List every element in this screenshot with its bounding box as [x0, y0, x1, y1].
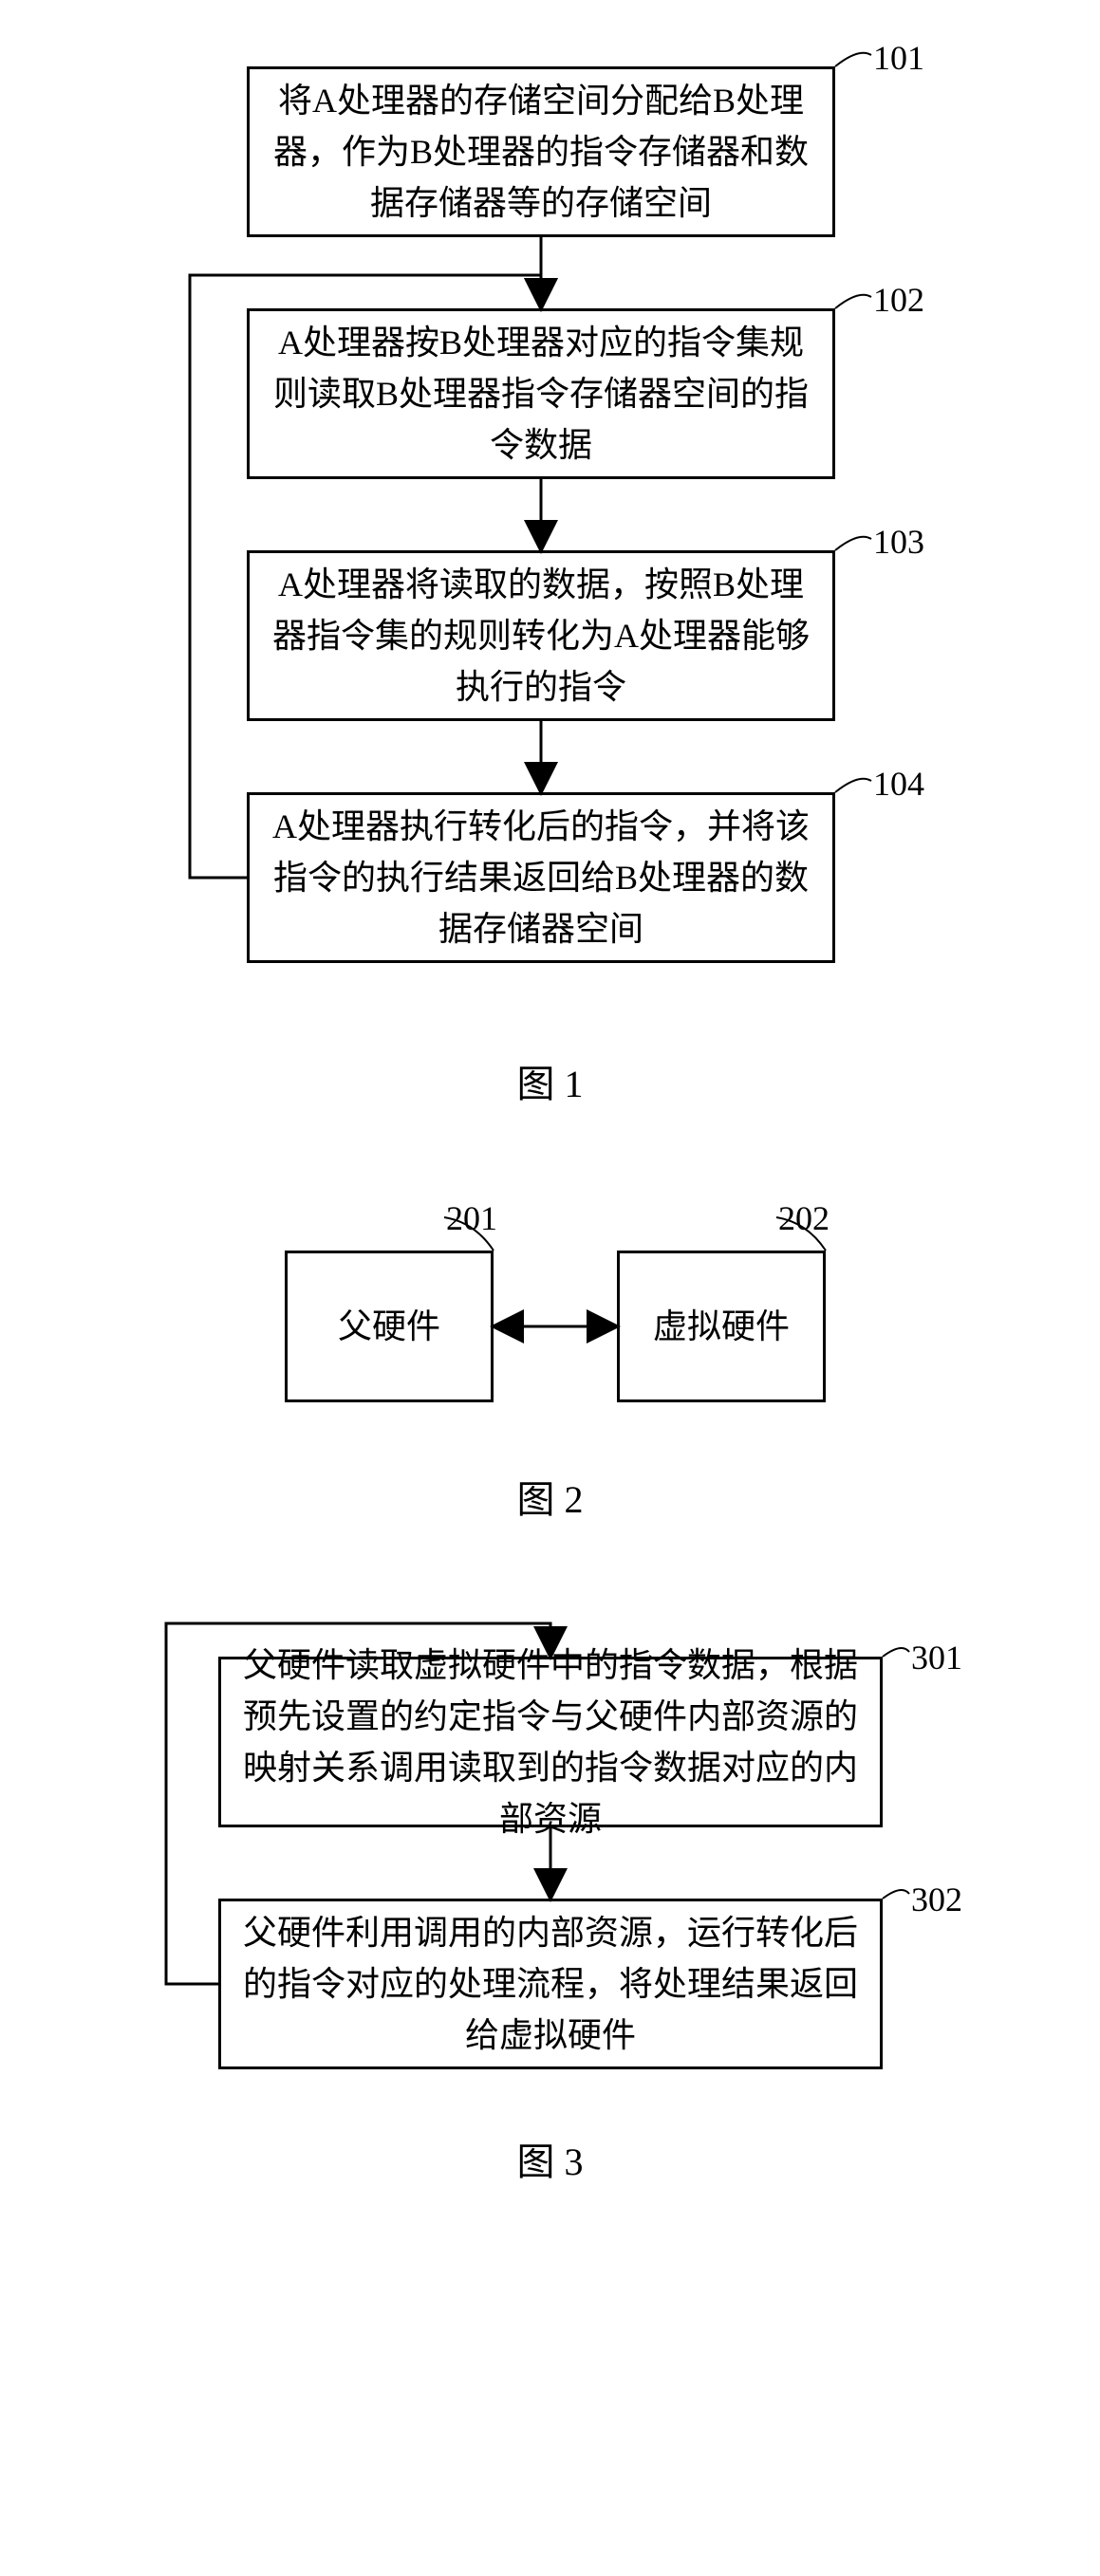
label-103: 103 — [873, 522, 924, 562]
label-104: 104 — [873, 764, 924, 804]
box-301: 父硬件读取虚拟硬件中的指令数据，根据预先设置的约定指令与父硬件内部资源的映射关系… — [218, 1657, 883, 1827]
label-101: 101 — [873, 38, 924, 78]
box-101: 将A处理器的存储空间分配给B处理器，作为B处理器的指令存储器和数据存储器等的存储… — [247, 66, 835, 237]
box-103-text: A处理器将读取的数据，按照B处理器指令集的规则转化为A处理器能够执行的指令 — [269, 559, 813, 713]
label-201: 201 — [446, 1198, 497, 1238]
box-201: 父硬件 — [285, 1251, 494, 1402]
box-104: A处理器执行转化后的指令，并将该指令的执行结果返回给B处理器的数据存储器空间 — [247, 792, 835, 963]
box-302-text: 父硬件利用调用的内部资源，运行转化后的指令对应的处理流程，将处理结果返回给虚拟硬… — [240, 1907, 861, 2061]
label-102: 102 — [873, 280, 924, 320]
fig3-caption: 图 3 — [0, 2131, 1100, 2186]
box-103: A处理器将读取的数据，按照B处理器指令集的规则转化为A处理器能够执行的指令 — [247, 550, 835, 721]
box-301-text: 父硬件读取虚拟硬件中的指令数据，根据预先设置的约定指令与父硬件内部资源的映射关系… — [240, 1640, 861, 1844]
box-101-text: 将A处理器的存储空间分配给B处理器，作为B处理器的指令存储器和数据存储器等的存储… — [269, 75, 813, 229]
label-302: 302 — [911, 1880, 962, 1919]
box-202: 虚拟硬件 — [617, 1251, 826, 1402]
figure-3: 父硬件读取虚拟硬件中的指令数据，根据预先设置的约定指令与父硬件内部资源的映射关系… — [0, 1600, 1100, 2112]
fig2-caption: 图 2 — [0, 1469, 1100, 1524]
box-202-text: 虚拟硬件 — [653, 1301, 790, 1352]
box-302: 父硬件利用调用的内部资源，运行转化后的指令对应的处理流程，将处理结果返回给虚拟硬… — [218, 1899, 883, 2069]
fig1-caption: 图 1 — [0, 1053, 1100, 1108]
figure-2: 父硬件 虚拟硬件 201 202 — [0, 1184, 1100, 1450]
box-102: A处理器按B处理器对应的指令集规则读取B处理器指令存储器空间的指令数据 — [247, 308, 835, 479]
figure-1: 将A处理器的存储空间分配给B处理器，作为B处理器的指令存储器和数据存储器等的存储… — [0, 38, 1100, 1034]
fig2-arrows — [0, 1184, 1100, 1450]
box-201-text: 父硬件 — [338, 1301, 440, 1352]
label-301: 301 — [911, 1638, 962, 1677]
label-202: 202 — [778, 1198, 830, 1238]
box-102-text: A处理器按B处理器对应的指令集规则读取B处理器指令存储器空间的指令数据 — [269, 317, 813, 471]
box-104-text: A处理器执行转化后的指令，并将该指令的执行结果返回给B处理器的数据存储器空间 — [269, 801, 813, 954]
